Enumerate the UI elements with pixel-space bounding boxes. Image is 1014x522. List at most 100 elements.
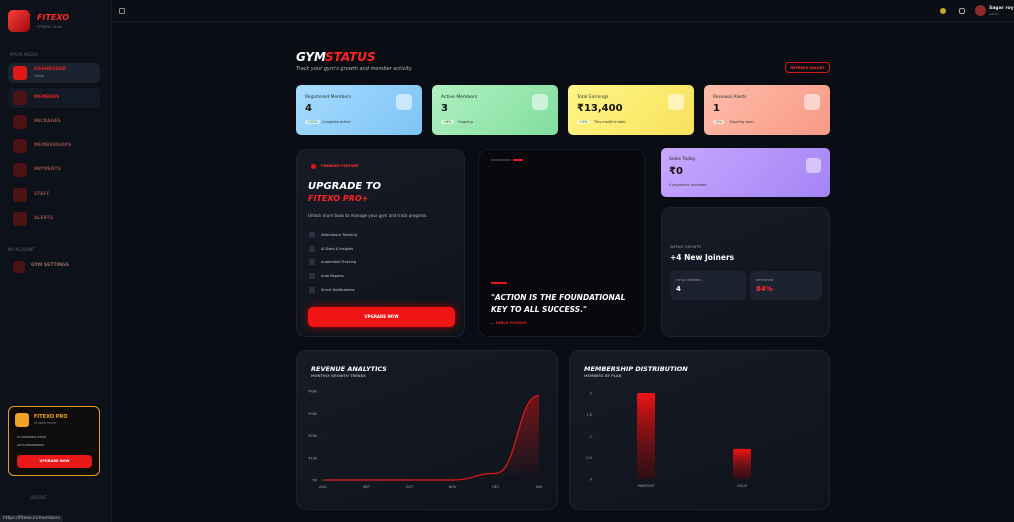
feature-label: AI Diets & Insights [321,246,354,251]
page-title: GYM [296,50,326,64]
section-label: MY ACCOUNT [8,247,35,252]
feature-label: Attendance Tracking [321,233,357,237]
page-subtitle: Track your gym's growth and member activ… [296,66,413,72]
nav-icon [13,139,27,153]
sidebar-toggle[interactable] [119,8,125,14]
bell-icon[interactable] [959,8,965,14]
promo-sub: Unlock more [34,421,57,425]
user-name: Sagar roy [989,6,1014,11]
stat-note: Ongoing [458,120,473,124]
stat-card: Active Members 3 +8% Ongoing [432,85,558,135]
nav-label: GYM SETTINGS [31,263,69,268]
badge-dot [311,164,316,169]
stat-icon [532,94,548,110]
stat-note: This month's total [594,120,626,124]
stat-icon [668,94,684,110]
chart-title: MEMBERSHIP DISTRIBUTION [584,365,688,373]
feature-label: Auto Reports [321,274,344,279]
nav-icon [13,163,27,177]
slider-dots [491,159,511,161]
chart-panel: MEMBERSHIP DISTRIBUTION MEMBERS BY PLAN [569,350,830,510]
slider-active [513,159,523,161]
nav-item[interactable]: STAFF [8,185,100,205]
logout[interactable]: LOGOUT [30,495,47,500]
stat-note: Expiring soon [730,120,754,124]
nav-label: MEMBERSHIPS [34,143,72,148]
stat-label: Registered Members [305,95,352,100]
nav-label: ALERTS [34,216,53,221]
sales-icon [806,158,821,173]
feature-label: Smart Notifications [321,287,355,292]
nav-item[interactable]: PAYMENTS [8,160,100,180]
refresh-button[interactable]: REFRESH VALUES [785,62,830,73]
chart-title: REVENUE ANALYTICS [311,365,387,373]
status-url: https://fitexo.in/members [0,515,64,522]
nav-icon [13,188,27,202]
nav-label: STAFF [34,192,50,197]
total-box: TOTAL MEMBERS 4 [670,271,746,300]
promo-title: FITEXO PRO [34,414,68,420]
stat-icon [804,94,820,110]
promo-button[interactable]: UPGRADE NOW [17,455,92,468]
upgrade-panel: PREMIUM FEATURE UPGRADE TO FITEXO PRO+ Unlo… [296,149,465,337]
stat-card: Renewal Alerts 1 -2% Expiring soon [704,85,830,135]
promo-box: FITEXO PRO Unlock more AI POWERED STATS AUT… [8,406,100,476]
section-label: MAIN MENU [10,52,39,57]
total-label: TOTAL MEMBERS [676,278,702,282]
page-title-accent: STATUS [325,50,376,64]
feature-icon [309,245,315,252]
chart-panel: REVENUE ANALYTICS MONTHLY GROWTH TRENDS [296,350,558,510]
brand: FITEXO [37,13,70,22]
stat-label: Renewal Alerts [713,95,747,100]
nav-item[interactable]: MEMBERSHIPS [8,136,100,156]
total-value: 4 [676,285,681,293]
nav-label: DASHBOARD [34,67,67,72]
stat-card: Total Earnings ₹13,400 +5% This month's tot… [568,85,694,135]
theme-icon[interactable] [940,8,946,14]
stat-label: Active Members [441,95,478,100]
quote-text: "ACTION IS THE FOUNDATIONAL KEY TO ALL S… [491,293,626,314]
nav-item[interactable]: DASHBOARD Home [8,63,100,83]
chart-subtitle: MEMBERS BY PLAN [584,374,622,378]
nav-label: PACKAGES [34,119,61,124]
feature-label: Automated Tracking [321,260,357,265]
quote-panel: "ACTION IS THE FOUNDATIONAL KEY TO ALL S… [478,149,645,337]
upgrade-accent: FITEXO PRO+ [308,194,369,203]
stat-value: ₹13,400 [577,103,623,114]
topbar [112,0,1014,22]
nav-item[interactable]: PACKAGES [8,112,100,132]
stat-change: +5% [577,120,590,124]
sales-card: Sales Today ₹0 0 payments recorded [661,148,830,197]
stat-note: Complete active [322,120,351,124]
feature-icon [309,273,315,280]
weekly-label: WEEKLY GROWTH [670,245,702,249]
nav-icon [13,212,27,226]
nav-label: MEMBERS [34,95,60,100]
feature-icon [309,286,315,293]
nav-icon [13,261,25,273]
nav-icon [13,91,27,105]
upgrade-button[interactable]: UPGRADE NOW [308,307,455,327]
stat-label: Total Earnings [577,95,609,100]
logo [8,10,30,32]
sales-note: 0 payments recorded [669,183,707,187]
nav-item[interactable]: MEMBERS [8,88,100,108]
avatar[interactable] [975,5,986,16]
nav-icon [13,115,27,129]
nav-item[interactable]: GYM SETTINGS [8,258,100,276]
weekly-headline: +4 New Joiners [670,253,735,262]
nav-icon [13,66,27,80]
nav-item[interactable]: ALERTS [8,209,100,229]
nav-sub: Home [34,74,45,78]
promo-item: AUTO REMINDERS [17,443,45,447]
quote-author: — PABLO PICASSO [491,321,527,325]
stat-card: Registered Members 4 +12% Complete active [296,85,422,135]
chart-subtitle: MONTHLY GROWTH TRENDS [311,374,366,378]
sales-value: ₹0 [669,166,683,177]
stat-change: -2% [713,120,724,124]
feature-icon [309,232,315,238]
stat-icon [396,94,412,110]
